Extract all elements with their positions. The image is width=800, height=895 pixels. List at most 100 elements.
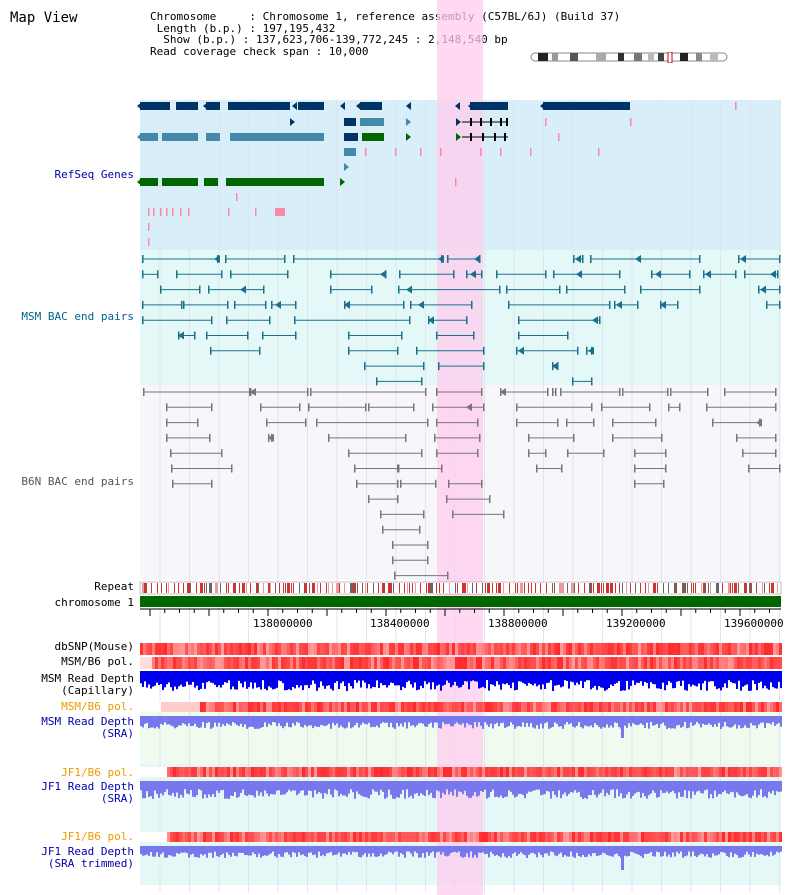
depth-bar [234, 846, 236, 856]
b6n-bac-features [143, 388, 781, 580]
heat-cell [764, 767, 767, 777]
depth-bar [382, 716, 384, 723]
heat-cell [314, 832, 317, 842]
gene-arrow [150, 102, 155, 110]
bac-end [452, 510, 454, 519]
depth-bar [312, 846, 314, 855]
bac-end [211, 479, 213, 488]
heat-cell [167, 767, 170, 777]
depth-bar [424, 846, 426, 858]
heat-cell [155, 643, 158, 655]
depth-bar [654, 781, 656, 793]
depth-bar [390, 671, 392, 683]
heat-cell [401, 657, 404, 669]
depth-bar [464, 781, 466, 791]
heat-cell [356, 832, 359, 842]
heat-cell [236, 643, 239, 655]
depth-bar [758, 846, 760, 855]
track-label-refseq[interactable]: RefSeq Genes [54, 168, 134, 181]
depth-bar [178, 846, 180, 855]
depth-bar [314, 781, 316, 791]
depth-bar [644, 781, 646, 797]
heat-cell [650, 832, 653, 842]
heat-cell [143, 767, 146, 777]
heat-cell [179, 832, 182, 842]
heat-cell [545, 643, 548, 655]
heat-cell [164, 657, 167, 669]
heat-cell [599, 643, 602, 655]
depth-bar [522, 846, 524, 855]
bac-end [365, 403, 367, 412]
repeat-bar [606, 583, 609, 593]
bac-end [368, 403, 370, 412]
depth-bar [612, 781, 614, 790]
depth-bar [470, 781, 472, 798]
bac-end [775, 449, 777, 458]
depth-bar [356, 716, 358, 723]
depth-bar [356, 671, 358, 683]
heat-cell [542, 657, 545, 669]
depth-bar [766, 716, 768, 724]
bac-end [573, 433, 575, 442]
heat-cell [335, 767, 338, 777]
repeat-bar [622, 583, 623, 593]
depth-bar [708, 781, 710, 799]
heat-cell [530, 702, 533, 712]
depth-bar [516, 671, 518, 690]
depth-bar [540, 846, 542, 855]
repeat-bar [161, 583, 162, 593]
depth-bar [224, 781, 226, 799]
heat-cell [245, 702, 248, 712]
heat-cell [455, 832, 458, 842]
repeat-bar [209, 583, 212, 593]
depth-bar [362, 846, 364, 856]
track-label-msm-bac[interactable]: MSM BAC end pairs [21, 310, 134, 323]
depth-bar [654, 846, 656, 857]
heat-cell [713, 657, 716, 669]
heat-cell [257, 702, 260, 712]
heat-cell [299, 657, 302, 669]
bac-end [663, 479, 665, 488]
repeat-bar [328, 583, 329, 593]
heat-cell [338, 643, 341, 655]
repeat-bar [455, 583, 456, 593]
heat-cell [563, 643, 566, 655]
bac-end [368, 495, 370, 504]
heat-cell [698, 832, 701, 842]
heat-cell [509, 657, 512, 669]
heat-cell [272, 657, 275, 669]
depth-bar [656, 846, 658, 852]
depth-bar [366, 716, 368, 725]
chromosome-ideogram[interactable] [530, 52, 728, 63]
heat-cell [476, 832, 479, 842]
heat-cell [239, 767, 242, 777]
depth-bar [540, 781, 542, 796]
depth-bar [278, 671, 280, 681]
bac-end [380, 510, 382, 519]
heat-cell [350, 702, 353, 712]
heat-cell [689, 643, 692, 655]
heat-cell [773, 643, 776, 655]
bac-end [724, 388, 726, 396]
heat-cell [182, 832, 185, 842]
depth-bar [568, 671, 570, 689]
depth-bar [480, 781, 482, 792]
heat-cell [209, 767, 212, 777]
heat-cell [200, 643, 203, 655]
depth-bar [762, 781, 764, 798]
gene-mark [735, 102, 737, 110]
depth-bar [328, 716, 330, 724]
depth-bar [186, 671, 188, 682]
depth-bar [556, 781, 558, 798]
depth-bar [646, 846, 648, 854]
depth-bar [582, 781, 584, 799]
heat-cell [494, 767, 497, 777]
heat-cell [656, 657, 659, 669]
repeat-bar [263, 583, 264, 593]
repeat-bar [756, 583, 757, 593]
track-label-b6n-bac[interactable]: B6N BAC end pairs [21, 475, 134, 488]
heat-cell [164, 767, 167, 777]
depth-bar [508, 716, 510, 727]
depth-bar [528, 846, 530, 855]
